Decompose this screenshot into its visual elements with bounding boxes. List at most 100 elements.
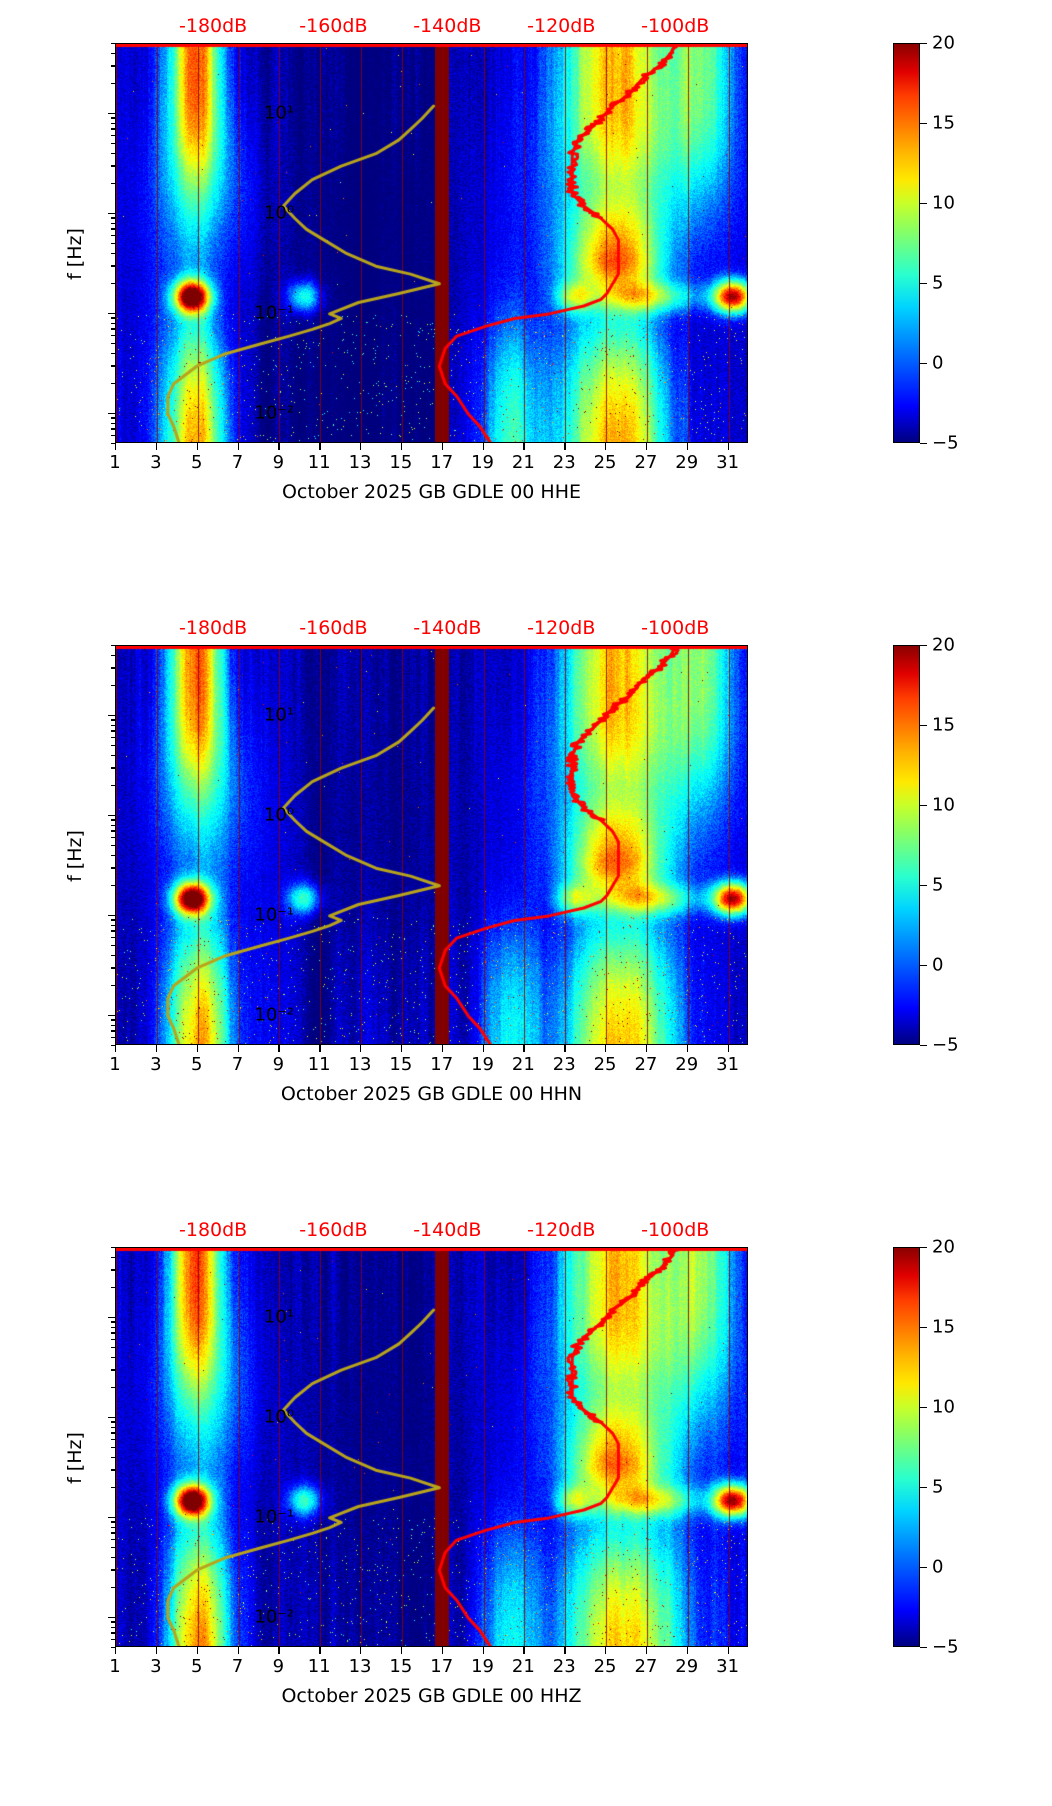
y-axis-minor-tick: [111, 819, 115, 821]
x-axis-tick-label: 21: [511, 452, 535, 473]
y-axis-minor-tick: [111, 654, 115, 657]
y-axis-minor-tick: [111, 784, 115, 787]
y-axis-minor-tick: [111, 1547, 115, 1549]
x-axis-tick-label: 29: [675, 1054, 699, 1075]
colorbar-tick-mark: [920, 1567, 927, 1569]
x-axis-tick-label: 27: [634, 1054, 658, 1075]
y-axis-minor-tick: [111, 1621, 115, 1623]
x-axis-tick-mark: [278, 443, 280, 450]
colorbar-tick-label: −5: [932, 1636, 959, 1658]
x-axis-tick-label: 9: [272, 452, 285, 473]
y-axis-minor-tick: [111, 1247, 115, 1249]
y-axis-minor-tick: [111, 317, 115, 319]
x-axis-tick-label: 31: [716, 1656, 740, 1677]
y-axis-minor-tick: [111, 165, 115, 167]
y-axis-tick-mark: [108, 1516, 115, 1519]
x-axis-tick-mark: [155, 443, 158, 450]
x-axis-tick-mark: [686, 443, 689, 450]
y-axis-minor-tick: [111, 1626, 115, 1628]
x-axis-tick-mark: [237, 1045, 239, 1052]
y-axis-minor-tick: [111, 1647, 115, 1649]
y-axis-minor-tick: [111, 867, 115, 869]
y-axis-tick-mark: [108, 1616, 115, 1619]
y-axis-minor-tick: [111, 1286, 115, 1289]
x-axis-tick-mark: [196, 443, 199, 450]
x-axis-tick-label: 9: [272, 1054, 285, 1075]
x-axis-tick-mark: [319, 1647, 321, 1654]
colorbar-tick-label: 10: [932, 192, 955, 214]
y-axis-minor-tick: [111, 117, 115, 119]
spectrogram-canvas: [116, 646, 747, 1044]
y-axis-minor-tick: [111, 937, 115, 939]
y-axis-minor-tick: [111, 1526, 115, 1528]
spectrogram-image: [116, 1248, 747, 1646]
spectrogram-canvas: [116, 1248, 747, 1646]
y-axis-minor-tick: [111, 243, 115, 245]
x-axis-tick-mark: [727, 443, 729, 450]
y-axis-minor-tick: [111, 745, 115, 747]
top-db-axis: -180dB -160dB -140dB -120dB -100dB: [115, 1216, 748, 1244]
y-axis-minor-tick: [111, 1421, 115, 1423]
top-db-label: -180dB: [179, 15, 248, 37]
x-axis-tick-mark: [645, 1647, 648, 1654]
y-axis-minor-tick: [111, 1469, 115, 1471]
colorbar-tick-label: 20: [932, 1236, 955, 1258]
y-axis-tick-label: 10⁰: [263, 1406, 294, 1428]
colorbar-tick-mark: [920, 203, 927, 205]
x-axis-tick-mark: [360, 1045, 362, 1052]
x-axis-tick-label: 23: [552, 1054, 576, 1075]
colorbar-tick-mark: [920, 363, 927, 365]
y-axis-minor-tick: [111, 1521, 115, 1523]
x-axis-tick-mark: [686, 1045, 689, 1052]
y-axis-minor-tick: [111, 417, 115, 419]
y-axis-minor-tick: [111, 1639, 115, 1641]
x-axis-tick-label: 31: [716, 1054, 740, 1075]
x-axis-tick-mark: [523, 1045, 525, 1052]
x-axis-tick-mark: [523, 443, 525, 450]
y-axis-minor-tick: [111, 667, 115, 669]
top-db-label: -180dB: [179, 617, 248, 639]
y-axis-tick-mark: [108, 412, 115, 415]
x-axis-tick-mark: [155, 1045, 158, 1052]
y-axis-minor-tick: [111, 1456, 115, 1459]
y-axis-tick-mark: [108, 914, 115, 917]
x-axis-tick-mark: [196, 1647, 199, 1654]
y-axis-minor-tick: [111, 1037, 115, 1039]
x-axis-tick-label: 31: [716, 452, 740, 473]
x-axis-tick-mark: [482, 443, 484, 450]
x-axis-tick-label: 13: [348, 1054, 372, 1075]
y-axis-minor-tick: [111, 767, 115, 769]
x-axis-tick-label: 19: [471, 1656, 494, 1677]
y-axis-tick-mark: [108, 212, 115, 215]
y-axis-tick-mark: [108, 1014, 115, 1017]
y-axis-minor-tick: [111, 884, 115, 887]
y-axis-minor-tick: [111, 845, 115, 847]
y-axis-minor-tick: [111, 1426, 115, 1428]
colorbar-tick-mark: [920, 885, 927, 887]
colorbar-tick-label: 10: [932, 1396, 955, 1418]
x-axis-tick-label: 25: [593, 1054, 617, 1075]
y-axis-minor-tick: [111, 282, 115, 285]
panel-hhn: -180dB -160dB -140dB -120dB -100dB f [Hz] Oc…: [0, 602, 1052, 1204]
x-axis-tick-label: 5: [190, 1054, 203, 1075]
x-axis-tick-label: 11: [307, 1054, 331, 1075]
y-axis-minor-tick: [111, 719, 115, 721]
x-axis-tick-mark: [482, 1045, 484, 1052]
x-axis-tick-label: 13: [348, 1656, 372, 1677]
x-axis-tick-mark: [686, 1647, 689, 1654]
x-axis-tick-mark: [727, 1647, 729, 1654]
colorbar-tick-mark: [920, 1247, 927, 1249]
y-axis-minor-tick: [111, 1030, 115, 1032]
x-axis-tick-mark: [155, 1647, 158, 1654]
colorbar-tick-mark: [920, 283, 927, 285]
y-axis-minor-tick: [111, 854, 115, 857]
y-axis-minor-tick: [111, 1332, 115, 1334]
x-axis-tick-label: 9: [272, 1656, 285, 1677]
y-axis-minor-tick: [111, 365, 115, 367]
colorbar-tick-mark: [920, 1327, 927, 1329]
x-axis-tick-mark: [645, 443, 648, 450]
spectrogram-axes: [115, 43, 748, 443]
colorbar: [893, 645, 920, 1045]
colorbar-tick-label: 20: [932, 634, 955, 656]
colorbar-tick-mark: [920, 43, 927, 45]
